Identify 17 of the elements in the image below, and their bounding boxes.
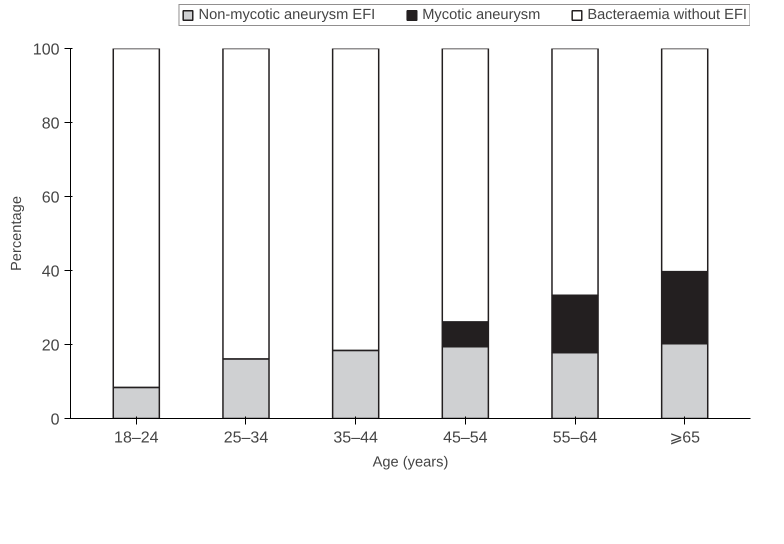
legend-label: Mycotic aneurysm: [422, 7, 540, 23]
y-tick-label: 60: [42, 190, 60, 206]
y-tick-label: 100: [32, 42, 60, 58]
x-tick-label: 18–24: [114, 430, 159, 446]
x-tick-label: 25–34: [224, 430, 268, 446]
legend-label: Non-mycotic aneurysm EFI: [198, 7, 376, 23]
y-axis-title: Percentage: [8, 196, 25, 271]
x-tick-label: 55–64: [552, 430, 598, 446]
x-axis-title: Age (years): [372, 454, 448, 470]
legend-label: Bacteraemia without EFI: [587, 7, 747, 23]
y-tick-label: 0: [50, 412, 60, 428]
x-tick-label: 35–44: [333, 430, 378, 446]
x-tick-label: 45–54: [443, 430, 488, 446]
y-tick-label: 20: [42, 338, 60, 354]
y-tick-label: 40: [42, 264, 60, 280]
y-tick-label: 80: [42, 116, 60, 132]
x-tick-label: ⩾65: [669, 430, 700, 446]
